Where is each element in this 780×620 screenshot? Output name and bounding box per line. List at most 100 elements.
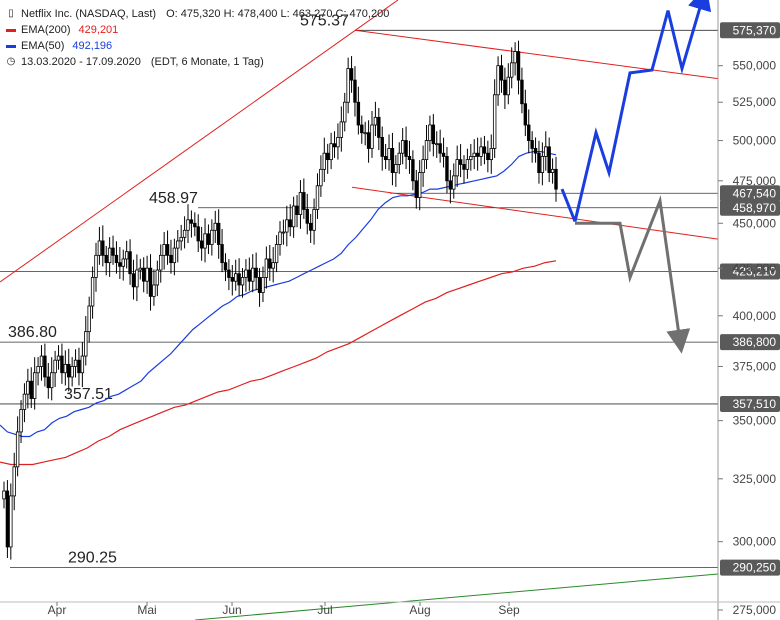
ohlc-values: O: 475,320 H: 478,400 L: 463,270 C: 470,… [166, 8, 390, 20]
level-axis-label: 575,370 [733, 23, 777, 37]
bearish-scenario-arrow [575, 195, 691, 354]
candle-body [308, 222, 313, 231]
candle-body [111, 247, 115, 256]
legend-title-row: ▯ Netflix Inc. (NASDAQ, Last) O: 475,320… [6, 6, 389, 22]
candle-body [298, 192, 303, 216]
candle-body [223, 262, 228, 271]
candle-body [32, 372, 37, 399]
candle-body [411, 159, 415, 182]
candle-body [261, 277, 265, 293]
candle-body [554, 168, 558, 190]
candle-body [506, 76, 510, 96]
candle-body [407, 156, 412, 161]
candle-body [22, 393, 27, 410]
level-axis-label: 467,540 [733, 186, 777, 200]
candle-body [247, 269, 252, 282]
candle-body [50, 372, 54, 389]
candle-body [479, 146, 483, 157]
candle-body [503, 79, 507, 96]
candle-body [60, 355, 64, 374]
candle-body [121, 258, 125, 267]
candle-body [128, 251, 132, 275]
candle-body [179, 236, 183, 242]
candle-body [104, 254, 108, 264]
candle-body [312, 209, 316, 231]
candle-body [448, 180, 453, 190]
candle-body [46, 376, 50, 389]
candle-body [510, 62, 514, 78]
candle-body [428, 124, 432, 141]
period-info: (EDT, 6 Monate, 1 Tag) [150, 56, 264, 68]
candle-body [230, 277, 234, 282]
candle-body [227, 269, 231, 278]
candle-body [77, 359, 81, 374]
candle-body [441, 152, 446, 157]
candle-body [210, 229, 214, 245]
candle-body [445, 156, 449, 182]
candle-body [148, 267, 153, 297]
candle-body [114, 254, 119, 264]
level-axis-badge [720, 263, 780, 280]
candle-body [291, 205, 296, 228]
candle-body [53, 359, 57, 374]
level-axis-label: 386,800 [733, 335, 777, 349]
candle-body [97, 240, 102, 256]
x-tick-label: Mai [137, 603, 156, 617]
chart-legend: ▯ Netflix Inc. (NASDAQ, Last) O: 475,320… [6, 6, 389, 70]
candle-body [421, 159, 425, 174]
scenario-arrows [560, 0, 712, 354]
ema-lines [0, 151, 557, 466]
candle-body [43, 355, 47, 378]
candle-body [285, 219, 289, 233]
candle-body [431, 124, 436, 145]
candlestick-icon: ▯ [8, 8, 14, 19]
level-axis-label: 458,970 [733, 201, 777, 215]
candle-body [366, 132, 371, 149]
candle-body [118, 262, 122, 267]
candle-body [414, 180, 418, 198]
level-chart-label: 386.80 [8, 324, 57, 341]
candle-body [56, 355, 61, 361]
candle-body [516, 51, 521, 81]
candle-body [70, 366, 74, 378]
candle-body [377, 116, 381, 138]
candle-body [544, 146, 548, 157]
candle-body [346, 68, 350, 103]
candle-body [199, 240, 204, 249]
uptrend-line [0, 0, 399, 283]
candle-body [124, 251, 129, 260]
y-tick-label: 500,000 [733, 134, 777, 148]
ema50-value: 492,196 [72, 40, 113, 52]
y-tick-label: 325,000 [733, 472, 777, 486]
y-tick-label: 450,000 [733, 216, 777, 230]
candle-body [193, 222, 197, 228]
legend-ema200-row: EMA(200) 429,201 [6, 22, 389, 38]
candle-body [281, 231, 286, 234]
candle-body [482, 146, 487, 154]
period-range: 13.03.2020 - 17.09.2020 [21, 56, 141, 68]
level-chart-label: 357.51 [64, 386, 113, 403]
candle-body [176, 240, 180, 249]
level-axis-badge [720, 395, 780, 412]
bullish-scenario-arrow [573, 0, 712, 222]
candle-body [404, 140, 408, 157]
y-tick-label: 375,000 [733, 359, 777, 373]
candle-body [288, 219, 292, 228]
candle-body [145, 267, 149, 282]
candle-body [155, 269, 160, 286]
candle-body [206, 233, 211, 245]
candle-body [295, 205, 299, 216]
candle-body [302, 192, 306, 210]
candle-body [94, 254, 98, 278]
candle-body [465, 159, 470, 170]
candle-body [418, 172, 422, 198]
x-tick-label: Jul [317, 603, 332, 617]
level-axis-badge [720, 185, 780, 202]
candle-body [438, 143, 442, 154]
candle-body [520, 79, 524, 105]
candle-body [475, 152, 480, 157]
y-tick-label: 350,000 [733, 414, 777, 428]
candle-body [397, 152, 401, 165]
candle-body [472, 152, 476, 157]
